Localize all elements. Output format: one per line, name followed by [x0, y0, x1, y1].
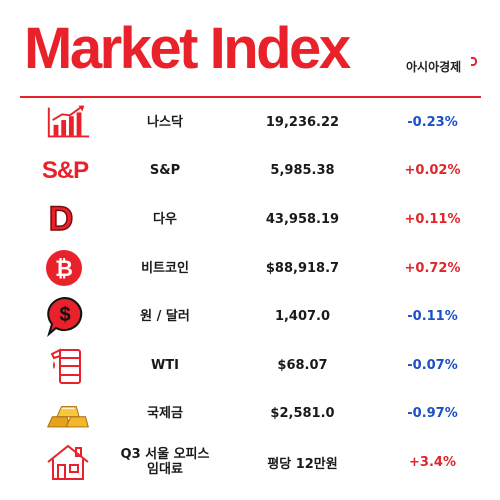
index-name: S&P	[149, 163, 181, 179]
index-change: -0.97%	[407, 406, 458, 422]
dow-d-icon: D	[44, 199, 92, 239]
dow-logo-text: D	[48, 199, 74, 239]
index-change: +0.72%	[404, 260, 461, 276]
index-value: 5,985.38	[270, 163, 335, 179]
header-divider	[20, 96, 481, 98]
index-value: 1,407.0	[274, 309, 331, 325]
index-change: -0.07%	[407, 357, 458, 373]
index-name: 나스닥	[147, 114, 183, 130]
table-row: 국제금 $2,581.0 -0.97%	[20, 390, 481, 439]
table-row: WTI $68.07 -0.07%	[20, 341, 481, 390]
index-value: $68.07	[277, 357, 328, 373]
index-value: 19,236.22	[265, 114, 340, 130]
bitcoin-icon: ₿	[44, 249, 92, 287]
brand-logo-text: 아시아경제	[406, 60, 462, 74]
dollar-sign: $	[59, 304, 70, 326]
bar-chart-icon	[44, 103, 92, 141]
index-change: -0.23%	[407, 114, 458, 130]
index-change: +0.02%	[404, 163, 461, 179]
index-name: WTI	[150, 357, 180, 373]
index-change: +3.4%	[409, 454, 456, 470]
table-row: Q3 서울 오피스 임대료 평당 12만원 +3.4%	[20, 438, 481, 487]
house-icon	[44, 443, 92, 481]
table-row: $ 원 / 달러 1,407.0 -0.11%	[20, 292, 481, 341]
index-value: 43,958.19	[265, 211, 340, 227]
page-title: Market Index	[24, 16, 351, 81]
index-value: $2,581.0	[270, 406, 335, 422]
index-name: 원 / 달러	[140, 309, 190, 325]
sp-logo-icon: S&P	[41, 152, 92, 190]
table-row: 나스닥 19,236.22 -0.23%	[20, 98, 481, 147]
index-name: 국제금	[147, 406, 183, 422]
index-name: 비트코인	[141, 260, 189, 276]
index-change: -0.11%	[407, 309, 458, 325]
oil-barrel-icon	[44, 346, 92, 384]
index-value: $88,918.7	[265, 260, 340, 276]
index-value: 평당 12만원	[267, 456, 338, 472]
svg-text:₿: ₿	[55, 257, 73, 282]
gold-bars-icon	[44, 395, 92, 433]
table-row: ₿ 비트코인 $88,918.7 +0.72%	[20, 244, 481, 293]
table-row: S&P S&P 5,985.38 +0.02%	[20, 147, 481, 196]
index-name: Q3 서울 오피스 임대료	[120, 447, 210, 478]
index-change: +0.11%	[404, 211, 461, 227]
table-row: D 다우 43,958.19 +0.11%	[20, 195, 481, 244]
sp-logo-text: S&P	[41, 156, 89, 184]
brand-mark-icon	[471, 57, 477, 66]
dollar-bubble-icon: $	[44, 297, 92, 338]
index-name: 다우	[153, 211, 177, 227]
market-index-table: 나스닥 19,236.22 -0.23% S&P S&P 5,985.38 +0…	[20, 98, 481, 487]
